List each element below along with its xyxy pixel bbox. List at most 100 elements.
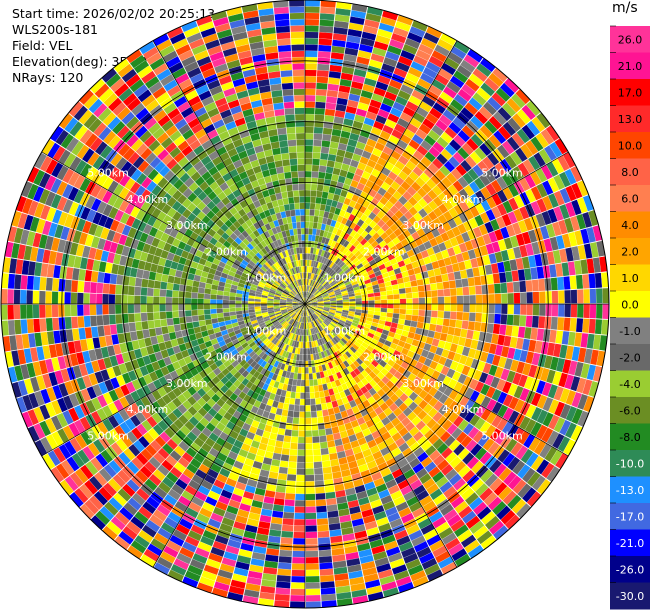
radar-gate: [522, 467, 536, 483]
radar-gate: [405, 72, 420, 84]
radar-gate: [325, 258, 331, 266]
radar-gate: [317, 307, 324, 310]
radar-gate: [285, 486, 296, 494]
radar-gate: [382, 146, 394, 156]
radar-gate: [410, 280, 418, 287]
radar-gate: [428, 466, 441, 478]
radar-gate: [367, 310, 375, 315]
radar-gate: [592, 334, 601, 350]
radar-gate: [450, 304, 457, 312]
radar-gate: [453, 192, 464, 204]
radar-gate: [365, 320, 373, 326]
radar-gate: [488, 304, 495, 314]
radar-gate: [517, 326, 526, 338]
radar-gate: [400, 238, 409, 247]
radar-gate: [463, 184, 475, 197]
radar-gate: [406, 123, 419, 134]
radar-gate: [498, 486, 513, 501]
radar-gate: [305, 285, 307, 292]
radar-gate: [354, 397, 362, 406]
radar-gate: [58, 304, 65, 317]
radar-gate: [102, 294, 109, 304]
radar-gate: [323, 308, 330, 311]
radar-gate: [402, 447, 413, 458]
radar-gate: [511, 222, 522, 235]
radar-gate: [469, 193, 481, 206]
radar-gate: [366, 159, 377, 169]
radar-gate: [574, 332, 583, 347]
radar-gate: [387, 412, 397, 422]
radar-gate: [429, 539, 445, 552]
radar-gate: [473, 247, 483, 258]
radar-gate: [391, 32, 407, 44]
radar-gate: [312, 222, 318, 229]
radar-gate: [394, 210, 404, 219]
radar-gate: [503, 237, 513, 250]
radar-gate: [323, 301, 331, 303]
radar-gate: [577, 410, 589, 427]
radar-gate: [376, 248, 385, 256]
radar-gate: [480, 82, 496, 97]
radar-gate: [503, 471, 517, 486]
radar-gate: [359, 156, 369, 165]
radar-gate: [417, 187, 427, 198]
radar-gate: [469, 295, 476, 304]
radar-gate: [222, 304, 230, 309]
radar-gate: [368, 342, 377, 349]
radar-gate: [415, 49, 431, 61]
radar-gate: [493, 111, 507, 126]
radar-gate: [336, 279, 344, 285]
radar-gate: [338, 319, 346, 324]
radar-gate: [429, 323, 437, 332]
radar-gate: [405, 287, 412, 294]
radar-gate: [564, 374, 575, 390]
radar-gate: [512, 460, 526, 475]
radar-gate: [539, 291, 546, 304]
radar-gate: [311, 304, 318, 306]
radar-gate: [336, 298, 343, 301]
radar-gate: [413, 212, 423, 222]
radar-gate: [524, 174, 536, 189]
radar-gate: [305, 417, 312, 425]
radar-gate: [362, 326, 370, 333]
radar-gate: [426, 483, 439, 495]
radar-gate: [418, 43, 434, 56]
radar-gate: [7, 289, 14, 304]
radar-gate: [409, 255, 418, 263]
radar-gate: [408, 206, 418, 216]
radar-gate: [399, 215, 409, 224]
radar-gate: [340, 337, 348, 345]
radar-gate: [456, 65, 472, 79]
radar-gate: [425, 231, 435, 241]
radar-gate: [473, 501, 488, 516]
radar-gate: [223, 291, 230, 297]
radar-gate: [387, 171, 398, 181]
radar-gate: [360, 287, 367, 292]
radar-gate: [312, 280, 317, 287]
radar-gate: [359, 256, 367, 263]
radar-gate: [456, 112, 470, 125]
radar-gate: [488, 72, 504, 87]
radar-gate: [241, 300, 249, 304]
radar-gate: [330, 254, 336, 262]
radar-gate: [487, 96, 502, 111]
radar-gate: [412, 506, 426, 519]
radar-gate: [294, 398, 300, 406]
radar-gate: [197, 298, 204, 304]
radar-gate: [367, 396, 376, 405]
radar-gate: [398, 55, 413, 67]
radar-gate: [602, 288, 609, 304]
radar-gate: [458, 212, 469, 223]
radar-gate: [324, 108, 336, 117]
radar-gate: [349, 378, 357, 387]
radar-gate: [333, 316, 340, 322]
radar-gate: [385, 398, 394, 408]
radar-gate: [453, 478, 466, 491]
radar-gate: [333, 288, 341, 293]
radar-gate: [325, 251, 331, 259]
radar-gate: [320, 197, 328, 205]
radar-gate: [464, 356, 474, 368]
radar-gate: [96, 282, 104, 294]
radar-gate: [405, 421, 416, 432]
radar-gate: [51, 304, 59, 318]
